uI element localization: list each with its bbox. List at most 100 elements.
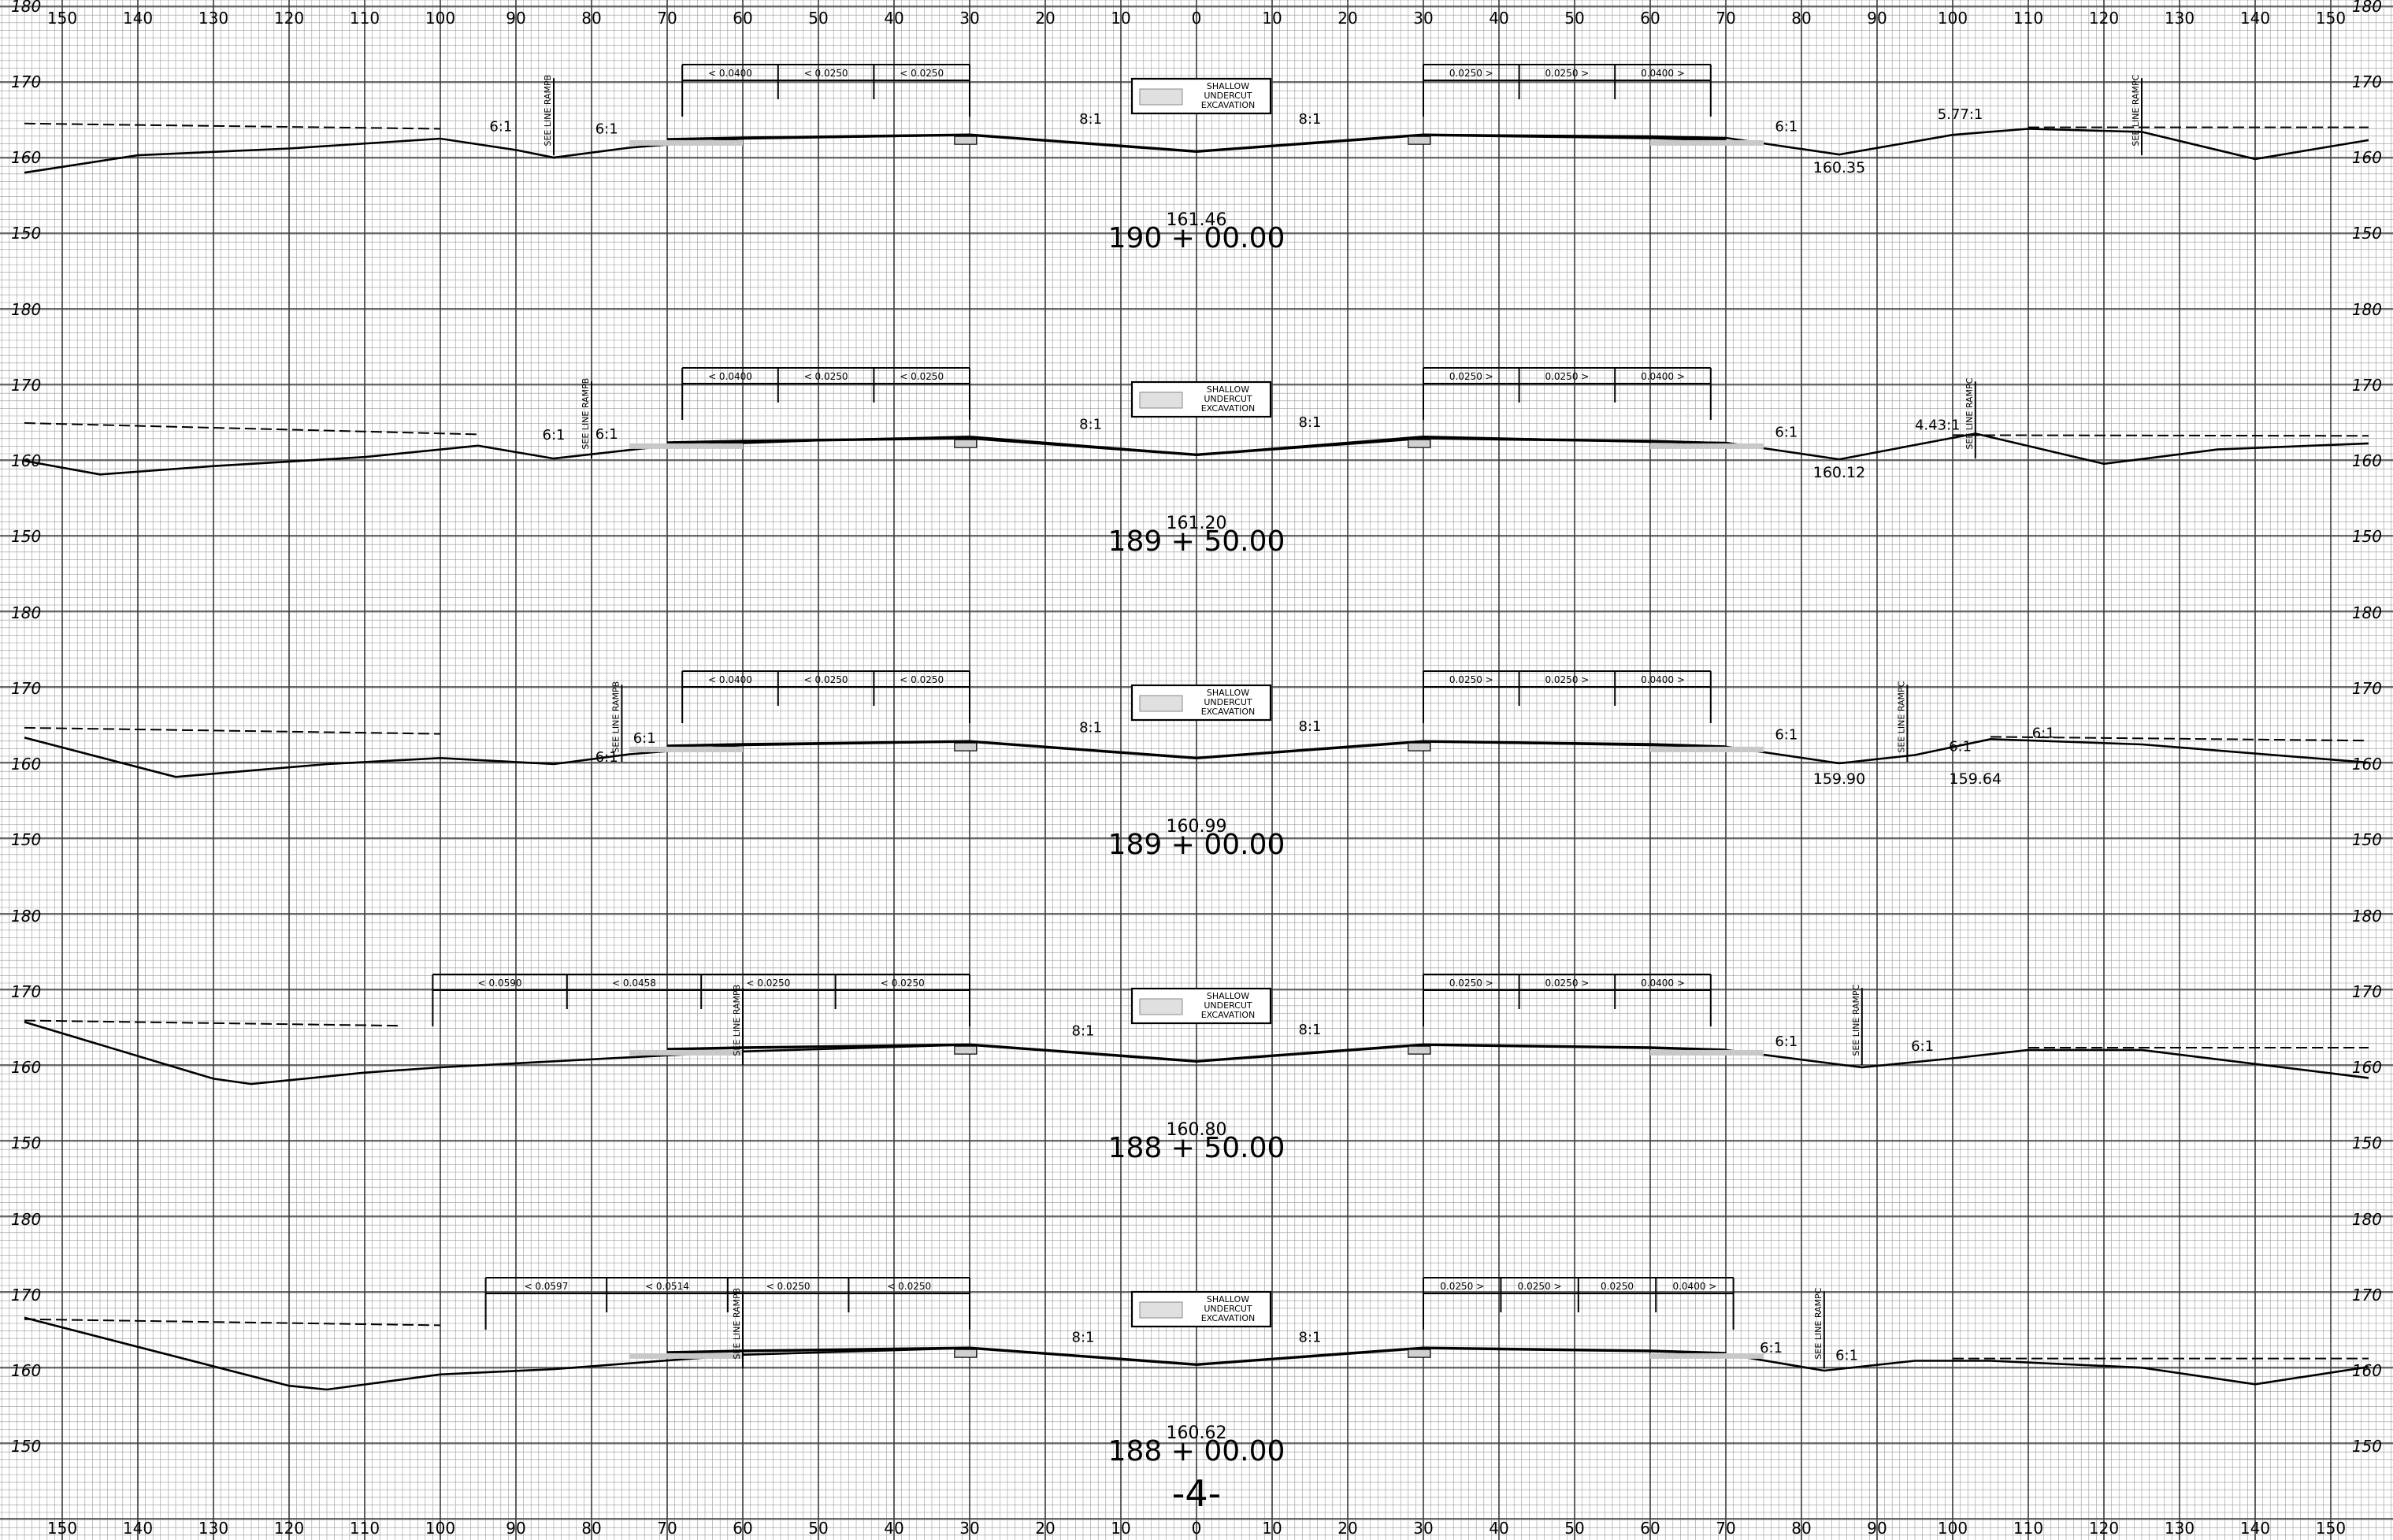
elevation-label: 180	[11, 300, 41, 319]
slope-ratio-label: 8:1	[1079, 417, 1102, 433]
slope-header-frame	[1423, 64, 1711, 81]
right-slope-label: 0.0400 >	[1641, 371, 1685, 382]
elevation-label: 170	[2352, 982, 2382, 1001]
elevation-label: 170	[11, 376, 41, 395]
elevation-label: 180	[2352, 300, 2382, 319]
elevation-label: 150	[2352, 224, 2382, 243]
bottom-offset-label: 100	[425, 1519, 455, 1538]
elevation-label: 150	[11, 830, 41, 849]
legend-text: EXCAVATION	[1201, 100, 1256, 110]
right-slope-label: 0.0250 >	[1449, 978, 1493, 989]
point-elevation-label: 159.64	[1950, 770, 2002, 788]
legend-text: SHALLOW	[1207, 1294, 1249, 1304]
top-offset-label: 110	[2013, 9, 2043, 28]
top-offset-label: 40	[1489, 9, 1508, 28]
top-offset-label: 100	[425, 9, 455, 28]
bottom-offset-label: 150	[47, 1519, 77, 1538]
bottom-offset-label: 60	[1640, 1519, 1660, 1538]
top-offset-label: 80	[1791, 9, 1811, 28]
top-offset-label: 50	[1564, 9, 1584, 28]
elevation-label: 180	[2352, 907, 2382, 926]
slope-ratio-label: 6:1	[2032, 725, 2055, 741]
elevation-label: 160	[11, 1058, 41, 1077]
top-offset-label: 80	[581, 9, 601, 28]
bottom-offset-label: 120	[274, 1519, 304, 1538]
top-offset-label: 40	[884, 9, 903, 28]
top-offset-label: 70	[657, 9, 677, 28]
cross-section-0: < 0.0400 < 0.0250 < 0.0250 0.0250 > 0.0250 >…	[24, 64, 2369, 254]
undercut-area	[1650, 746, 1764, 752]
existing-pavement-dashed	[1990, 736, 2369, 742]
bottom-offset-label: 130	[2165, 1519, 2195, 1538]
station-label: 188 + 50.00	[1108, 1132, 1286, 1164]
elevation-label: 160	[11, 148, 41, 167]
elevation-label: 170	[11, 1286, 41, 1304]
slope-ratio-label: 8:1	[1072, 1023, 1095, 1040]
left-slope-label: < 0.0590	[478, 978, 522, 989]
left-slope-label: < 0.0250	[766, 1281, 811, 1292]
elevation-label: 150	[11, 1437, 41, 1456]
right-slope-label: 0.0250 >	[1518, 1281, 1562, 1292]
left-slope-label: < 0.0597	[524, 1281, 568, 1292]
slope-ratio-label: 6:1	[1775, 1033, 1798, 1050]
undercut-area	[629, 1049, 743, 1056]
legend-text: EXCAVATION	[1201, 707, 1256, 717]
bottom-offset-label: 30	[1413, 1519, 1433, 1538]
top-offset-label: 90	[1867, 9, 1887, 28]
bottom-offset-label: 70	[657, 1519, 677, 1538]
bottom-offset-label: 10	[1111, 1519, 1130, 1538]
left-slope-label: < 0.0250	[887, 1281, 931, 1292]
slope-ratio-label: 6:1	[543, 427, 566, 443]
right-slope-label: 0.0400 >	[1641, 674, 1685, 685]
slope-header-frame	[1423, 367, 1711, 384]
top-offset-label: 50	[808, 9, 828, 28]
right-slope-label: 0.0250 >	[1545, 68, 1589, 79]
bottom-offset-label: 30	[959, 1519, 979, 1538]
bottom-offset-label: 50	[808, 1519, 828, 1538]
existing-pavement-dashed	[1952, 434, 2369, 437]
legend-swatch	[1139, 391, 1183, 409]
top-offset-scale: 150 140 130 120 110 100 90 80 70 60 50 40 30 20 10 0 10 2…	[47, 9, 2346, 28]
left-slope-label: < 0.0250	[804, 371, 848, 382]
bottom-offset-label: 20	[1337, 1519, 1357, 1538]
undercut-area	[1408, 135, 1431, 145]
elevation-label: 170	[2352, 1286, 2382, 1304]
top-offset-label: 110	[350, 9, 380, 28]
elevation-label: 150	[2352, 830, 2382, 849]
proposed-roadway-line	[666, 436, 1727, 457]
left-elevation-scale: 180 170 160 150 180 170 160 150 180 170 160 150 180 1…	[11, 0, 41, 1456]
elevation-label: 160	[2352, 755, 2382, 774]
slope-ratio-label: 8:1	[1079, 720, 1102, 737]
bottom-offset-label: 140	[123, 1519, 153, 1538]
left-slope-label: < 0.0250	[881, 978, 925, 989]
slope-ratio-label: 8:1	[1299, 1022, 1322, 1038]
top-offset-label: 30	[1413, 9, 1433, 28]
bottom-offset-label: 90	[506, 1519, 525, 1538]
bottom-offset-label: 90	[1867, 1519, 1887, 1538]
elevation-label: 170	[2352, 679, 2382, 698]
bottom-offset-label: 10	[1262, 1519, 1282, 1538]
slope-ratio-label: 6:1	[1949, 739, 1972, 755]
slope-ratio-label: 8:1	[1079, 111, 1102, 128]
slope-ratio-label: 8:1	[1072, 1330, 1095, 1346]
bottom-offset-label: 80	[1791, 1519, 1811, 1538]
bottom-offset-label: 60	[733, 1519, 752, 1538]
right-slope-label: 0.0250 >	[1449, 674, 1493, 685]
legend-text: UNDERCUT	[1204, 1304, 1252, 1314]
left-slope-label: < 0.0250	[804, 674, 848, 685]
see-line-label: SEE LINE RAMPC	[1896, 681, 1906, 752]
existing-pavement-dashed	[24, 122, 441, 130]
existing-pavement-dashed	[24, 1318, 441, 1327]
top-offset-label: 140	[2240, 9, 2270, 28]
slope-ratio-label: 6:1	[489, 118, 512, 135]
top-offset-label: 20	[1035, 9, 1055, 28]
bottom-offset-label: 110	[2013, 1519, 2043, 1538]
point-elevation-label: 160.35	[1813, 159, 1865, 176]
point-elevation-label: 159.90	[1813, 770, 1865, 788]
slope-ratio-label: 5.77:1	[1938, 106, 1983, 123]
top-offset-label: 0	[1192, 9, 1202, 28]
legend-text: SHALLOW	[1207, 688, 1249, 698]
